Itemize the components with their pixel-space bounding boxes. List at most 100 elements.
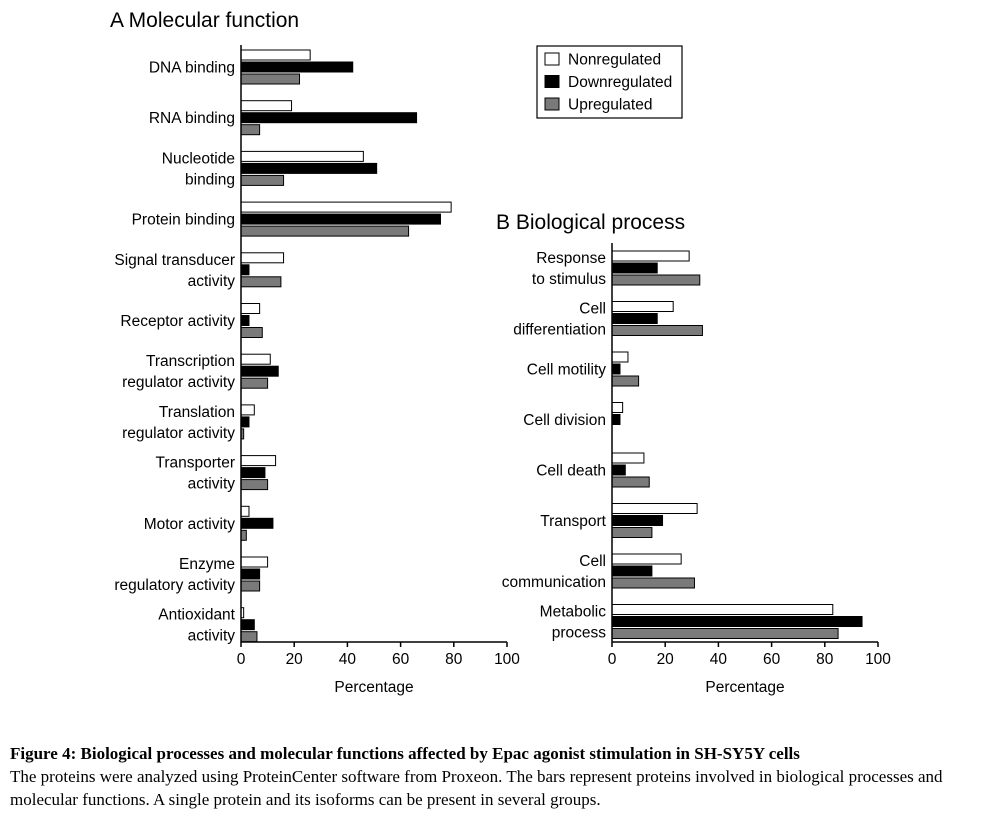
bp-bar-downregulated-3 (611, 414, 621, 425)
bp-category-label-1: Cell (579, 301, 606, 318)
mf-bar-nonregulated-3 (240, 201, 452, 213)
mf-bar-downregulated-11 (240, 619, 255, 631)
bp-x-tick-label: 40 (710, 651, 728, 668)
mf-bar-upregulated-8 (240, 479, 269, 491)
bp-category-label-2: Cell motility (527, 362, 606, 379)
mf-bar-nonregulated-9 (240, 505, 250, 517)
mf-category-label-4: activity (188, 273, 236, 290)
bp-bar-downregulated-0 (611, 262, 658, 274)
mf-bar-nonregulated-1 (240, 100, 293, 112)
mf-category-label-9: Motor activity (144, 516, 236, 533)
mf-chart-title: A Molecular function (110, 9, 299, 32)
mf-bar-nonregulated-6 (240, 353, 271, 365)
bp-bar-nonregulated-1 (611, 301, 674, 312)
mf-x-tick-label: 0 (237, 651, 246, 668)
mf-bar-upregulated-0 (240, 73, 301, 85)
mf-bar-downregulated-6 (240, 365, 279, 377)
bp-bar-upregulated-0 (611, 274, 701, 286)
legend-label-downregulated: Downregulated (568, 74, 672, 91)
bp-bar-downregulated-6 (611, 565, 653, 577)
mf-bar-downregulated-3 (240, 213, 441, 225)
mf-bar-upregulated-10 (240, 580, 261, 592)
mf-bar-downregulated-7 (240, 416, 250, 428)
bp-bar-nonregulated-4 (611, 452, 645, 464)
bp-x-tick-label: 60 (763, 651, 781, 668)
bp-bar-downregulated-1 (611, 313, 658, 324)
bp-category-label-0: Response (536, 250, 606, 267)
mf-bar-nonregulated-2 (240, 150, 364, 162)
bp-bar-nonregulated-5 (611, 503, 698, 514)
bp-x-tick-label: 80 (816, 651, 834, 668)
bp-bar-nonregulated-6 (611, 553, 682, 565)
bp-chart-title: B Biological process (496, 211, 685, 234)
mf-x-tick-label: 80 (445, 651, 463, 668)
mf-bar-downregulated-9 (240, 517, 274, 529)
bp-bar-upregulated-5 (611, 527, 653, 538)
bp-bar-downregulated-5 (611, 515, 664, 526)
mf-category-label-3: Protein binding (132, 212, 235, 229)
mf-x-tick-label: 40 (339, 651, 357, 668)
mf-x-tick-label: 100 (494, 651, 520, 668)
mf-x-tick-label: 60 (392, 651, 410, 668)
bp-bar-nonregulated-2 (611, 351, 629, 363)
mf-bar-nonregulated-0 (240, 49, 311, 61)
bp-category-label-6: communication (502, 574, 606, 591)
bp-x-axis-label: Percentage (705, 679, 784, 696)
bp-category-label-3: Cell division (523, 412, 606, 429)
bp-bar-upregulated-6 (611, 577, 695, 589)
figure-svg: A Molecular function DNA binding RNA bindi… (110, 9, 891, 696)
bp-bar-nonregulated-7 (611, 604, 834, 615)
bp-category-label-6: Cell (579, 553, 606, 570)
bp-x-tick-label: 0 (608, 651, 617, 668)
legend-swatch-downregulated (544, 75, 560, 88)
mf-category-label-8: Transporter (155, 455, 235, 472)
bp-bar-upregulated-2 (611, 375, 640, 387)
mf-bar-nonregulated-8 (240, 455, 277, 467)
figure-caption: Figure 4: Biological processes and molec… (10, 742, 975, 811)
bp-category-label-7: Metabolic (540, 604, 607, 621)
mf-category-label-0: DNA binding (149, 60, 235, 77)
mf-category-label-11: activity (188, 628, 236, 645)
mf-bar-upregulated-3 (240, 225, 410, 237)
mf-bar-downregulated-10 (240, 568, 261, 580)
mf-bar-downregulated-8 (240, 467, 266, 479)
mf-category-label-7: Translation (159, 404, 235, 421)
mf-category-label-7: regulator activity (122, 425, 235, 442)
mf-bar-upregulated-11 (240, 631, 258, 643)
bp-bar-downregulated-4 (611, 464, 626, 476)
bp-bar-nonregulated-3 (611, 402, 624, 413)
bp-category-label-4: Cell death (536, 463, 606, 480)
mf-category-label-5: Receptor activity (120, 313, 235, 330)
bp-category-label-0: to stimulus (532, 271, 606, 288)
mf-bar-downregulated-5 (240, 315, 250, 326)
bp-bar-upregulated-7 (611, 628, 839, 639)
bp-bar-upregulated-4 (611, 476, 650, 488)
mf-bar-upregulated-2 (240, 174, 285, 186)
mf-bar-upregulated-4 (240, 276, 282, 288)
legend-label-nonregulated: Nonregulated (568, 52, 661, 69)
caption-text: The proteins were analyzed using Protein… (10, 767, 943, 809)
mf-bar-upregulated-1 (240, 124, 261, 136)
mf-category-label-10: Enzyme (179, 556, 235, 573)
mf-bar-downregulated-1 (240, 112, 418, 124)
mf-category-label-4: Signal transducer (114, 252, 235, 269)
mf-bar-nonregulated-4 (240, 252, 285, 264)
mf-bar-upregulated-6 (240, 377, 269, 389)
mf-bar-upregulated-5 (240, 327, 263, 338)
mf-bar-downregulated-4 (240, 264, 250, 276)
mf-category-label-10: regulatory activity (114, 577, 235, 594)
bp-bar-nonregulated-0 (611, 250, 690, 262)
bp-bar-downregulated-2 (611, 363, 621, 375)
mf-bar-nonregulated-5 (240, 303, 261, 314)
mf-bar-nonregulated-10 (240, 556, 269, 568)
bp-x-tick-label: 20 (657, 651, 675, 668)
mf-bar-downregulated-0 (240, 61, 354, 73)
mf-bar-upregulated-9 (240, 529, 247, 541)
mf-category-label-6: Transcription (146, 353, 235, 370)
mf-category-label-1: RNA binding (149, 110, 235, 127)
bp-bar-downregulated-7 (611, 616, 863, 627)
mf-category-label-2: Nucleotide (162, 150, 235, 167)
bp-x-tick-label: 100 (865, 651, 891, 668)
mf-bar-nonregulated-7 (240, 404, 255, 416)
